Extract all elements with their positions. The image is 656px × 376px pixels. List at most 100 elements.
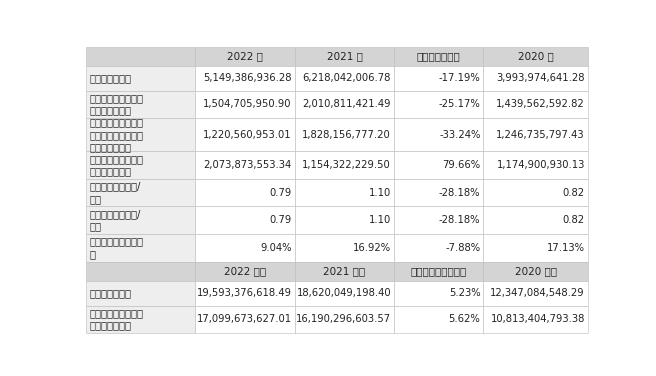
Text: 2,010,811,421.49: 2,010,811,421.49	[302, 99, 391, 109]
Bar	[195, 179, 295, 206]
Bar	[394, 47, 483, 66]
Bar	[195, 152, 295, 179]
Text: -7.88%: -7.88%	[445, 243, 480, 253]
Bar	[86, 118, 195, 152]
Text: 经营活动产生的现金
流量净额（元）: 经营活动产生的现金 流量净额（元）	[89, 154, 143, 176]
Bar	[195, 118, 295, 152]
Bar	[295, 47, 394, 66]
Text: 17.13%: 17.13%	[547, 243, 584, 253]
Bar	[295, 91, 394, 118]
Bar	[86, 179, 195, 206]
Text: -33.24%: -33.24%	[439, 130, 480, 140]
Bar	[394, 206, 483, 234]
Text: 0.82: 0.82	[563, 215, 584, 225]
Bar	[86, 152, 195, 179]
Bar	[295, 281, 394, 306]
Text: 79.66%: 79.66%	[442, 160, 480, 170]
Bar	[483, 234, 588, 262]
Text: -28.18%: -28.18%	[439, 215, 480, 225]
Bar	[394, 179, 483, 206]
Text: 1,439,562,592.82: 1,439,562,592.82	[496, 99, 584, 109]
Text: -28.18%: -28.18%	[439, 188, 480, 198]
Text: 6,218,042,006.78: 6,218,042,006.78	[302, 73, 391, 83]
Text: 2021 年: 2021 年	[327, 51, 362, 61]
Bar	[394, 118, 483, 152]
Bar	[295, 179, 394, 206]
Bar	[86, 234, 195, 262]
Text: 1.10: 1.10	[369, 215, 391, 225]
Bar	[86, 47, 195, 66]
Text: 2022 年: 2022 年	[227, 51, 263, 61]
Text: 19,593,376,618.49: 19,593,376,618.49	[197, 288, 292, 298]
Bar	[483, 118, 588, 152]
Text: 2022 年末: 2022 年末	[224, 266, 266, 276]
Bar	[483, 47, 588, 66]
Text: 2020 年末: 2020 年末	[515, 266, 557, 276]
Text: 资产总额（元）: 资产总额（元）	[89, 288, 131, 298]
Bar	[483, 262, 588, 281]
Bar	[195, 306, 295, 333]
Text: 1.10: 1.10	[369, 188, 391, 198]
Bar	[295, 234, 394, 262]
Bar	[483, 281, 588, 306]
Text: 1,246,735,797.43: 1,246,735,797.43	[496, 130, 584, 140]
Text: 0.79: 0.79	[270, 188, 292, 198]
Bar	[295, 262, 394, 281]
Text: 2,073,873,553.34: 2,073,873,553.34	[203, 160, 292, 170]
Bar	[195, 206, 295, 234]
Text: 本年末比上年末增减: 本年末比上年末增减	[411, 266, 467, 276]
Text: -17.19%: -17.19%	[439, 73, 480, 83]
Text: 2021 年末: 2021 年末	[323, 266, 365, 276]
Text: 9.04%: 9.04%	[260, 243, 292, 253]
Text: 10,813,404,793.38: 10,813,404,793.38	[491, 314, 584, 324]
Text: 3,993,974,641.28: 3,993,974,641.28	[497, 73, 584, 83]
Text: 5.62%: 5.62%	[449, 314, 480, 324]
Bar	[86, 281, 195, 306]
Bar	[195, 47, 295, 66]
Bar	[394, 281, 483, 306]
Text: 17,099,673,627.01: 17,099,673,627.01	[197, 314, 292, 324]
Bar	[483, 66, 588, 91]
Bar	[86, 262, 195, 281]
Text: 0.79: 0.79	[270, 215, 292, 225]
Bar	[394, 306, 483, 333]
Text: 加权平均净资产收益
率: 加权平均净资产收益 率	[89, 237, 143, 259]
Text: 1,828,156,777.20: 1,828,156,777.20	[302, 130, 391, 140]
Bar	[295, 306, 394, 333]
Bar	[394, 234, 483, 262]
Text: 16.92%: 16.92%	[353, 243, 391, 253]
Bar	[394, 262, 483, 281]
Text: 归属于上市公司股东
的净资产（元）: 归属于上市公司股东 的净资产（元）	[89, 308, 143, 331]
Bar	[86, 206, 195, 234]
Bar	[195, 91, 295, 118]
Text: 5,149,386,936.28: 5,149,386,936.28	[203, 73, 292, 83]
Text: 18,620,049,198.40: 18,620,049,198.40	[297, 288, 391, 298]
Bar	[394, 91, 483, 118]
Text: 归属于上市公司股东
的净利润（元）: 归属于上市公司股东 的净利润（元）	[89, 93, 143, 115]
Bar	[86, 91, 195, 118]
Bar	[86, 306, 195, 333]
Bar	[295, 152, 394, 179]
Bar	[295, 206, 394, 234]
Bar	[394, 152, 483, 179]
Text: 稀释每股收益（元/
股）: 稀释每股收益（元/ 股）	[89, 209, 140, 232]
Bar	[483, 306, 588, 333]
Text: 1,174,900,930.13: 1,174,900,930.13	[497, 160, 584, 170]
Text: 基本每股收益（元/
股）: 基本每股收益（元/ 股）	[89, 182, 140, 204]
Bar	[195, 66, 295, 91]
Text: 1,220,560,953.01: 1,220,560,953.01	[203, 130, 292, 140]
Text: 0.82: 0.82	[563, 188, 584, 198]
Text: 2020 年: 2020 年	[518, 51, 554, 61]
Text: 16,190,296,603.57: 16,190,296,603.57	[296, 314, 391, 324]
Bar	[195, 234, 295, 262]
Bar	[195, 281, 295, 306]
Bar	[394, 66, 483, 91]
Bar	[86, 66, 195, 91]
Bar	[483, 206, 588, 234]
Bar	[483, 91, 588, 118]
Bar	[195, 262, 295, 281]
Text: 归属于上市公司股东
的扣除非经常性损益
的净利润（元）: 归属于上市公司股东 的扣除非经常性损益 的净利润（元）	[89, 117, 143, 152]
Text: 5.23%: 5.23%	[449, 288, 480, 298]
Text: 1,504,705,950.90: 1,504,705,950.90	[203, 99, 292, 109]
Text: 本年比上年增减: 本年比上年增减	[417, 51, 461, 61]
